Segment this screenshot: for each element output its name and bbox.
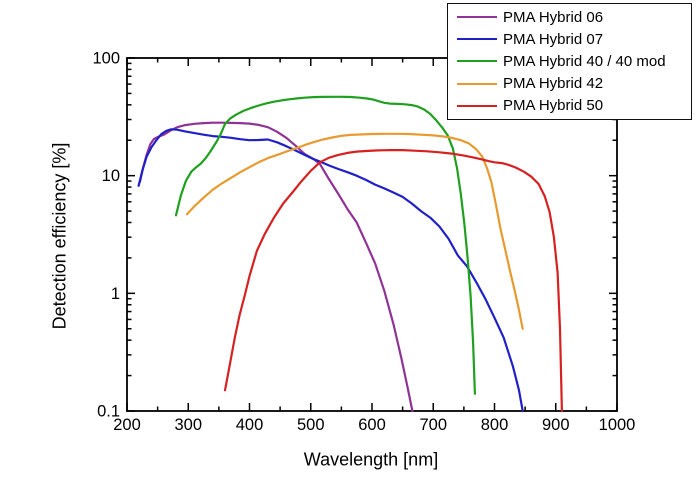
series-curve-3	[174, 95, 476, 395]
legend-label: PMA Hybrid 40 / 40 mod	[503, 52, 666, 70]
y-tick-label: 0.1	[97, 403, 120, 421]
x-tick-label: 700	[419, 416, 447, 434]
y-tick-label: 100	[92, 50, 120, 68]
x-tick-label: 400	[236, 416, 264, 434]
legend-label: PMA Hybrid 42	[503, 75, 604, 93]
legend-item: PMA Hybrid 06	[457, 10, 689, 25]
legend-line-swatch	[457, 104, 497, 107]
legend-line-swatch	[457, 38, 497, 41]
series-curve-5	[223, 149, 564, 413]
legend-label: PMA Hybrid 50	[503, 97, 604, 115]
y-axis-title: Detection efficiency [%]	[49, 142, 70, 330]
x-axis-title: Wavelength [nm]	[303, 449, 439, 470]
legend-line-swatch	[457, 60, 497, 63]
series-curve-2	[137, 128, 524, 413]
legend-line-swatch	[457, 82, 497, 85]
legend-line-swatch	[457, 16, 497, 19]
y-tick-label: 10	[102, 167, 120, 185]
legend-item: PMA Hybrid 42	[457, 76, 689, 91]
x-tick-label: 300	[174, 416, 202, 434]
legend-label: PMA Hybrid 06	[503, 8, 604, 26]
legend-item: PMA Hybrid 50	[457, 98, 689, 113]
y-tick-label: 1	[111, 285, 120, 303]
x-tick-label: 800	[481, 416, 509, 434]
series-curve-4	[185, 132, 524, 330]
x-tick-label: 900	[542, 416, 570, 434]
x-tick-label: 500	[297, 416, 325, 434]
x-tick-label: 1000	[599, 416, 636, 434]
legend-item: PMA Hybrid 40 / 40 mod	[457, 54, 689, 69]
x-tick-label: 200	[113, 416, 141, 434]
legend-item: PMA Hybrid 07	[457, 32, 689, 47]
legend-label: PMA Hybrid 07	[503, 30, 604, 48]
series-curve-1	[138, 121, 414, 413]
x-tick-label: 600	[358, 416, 386, 434]
legend: PMA Hybrid 06 PMA Hybrid 07 PMA Hybrid 40 …	[447, 3, 692, 120]
